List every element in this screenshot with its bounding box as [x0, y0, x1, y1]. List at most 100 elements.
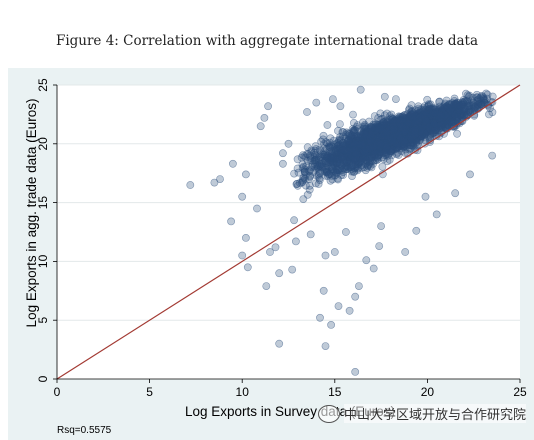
rsq-annotation: Rsq=0.5575: [57, 425, 112, 436]
data-point: [432, 210, 441, 219]
data-point: [360, 148, 369, 156]
data-point: [310, 156, 319, 165]
data-point: [319, 131, 328, 140]
data-point: [424, 100, 433, 108]
data-point: [483, 90, 492, 99]
x-tick-label: 10: [236, 385, 250, 399]
data-point: [288, 265, 297, 274]
data-point: [409, 142, 418, 151]
data-point: [378, 162, 387, 171]
data-point: [327, 320, 335, 329]
data-point: [369, 264, 378, 273]
data-point: [243, 263, 252, 272]
data-points: [186, 85, 497, 376]
data-point: [384, 149, 393, 158]
data-point: [336, 102, 345, 111]
data-point: [357, 163, 366, 172]
data-point: [352, 150, 361, 158]
data-point: [356, 85, 365, 94]
data-point: [444, 104, 453, 113]
data-point: [335, 120, 344, 128]
x-ticks: 0 5 10 15 20 25: [54, 379, 527, 399]
data-point: [329, 136, 338, 145]
data-point: [345, 306, 354, 315]
data-point: [305, 181, 314, 190]
data-point: [303, 143, 312, 152]
data-point: [299, 195, 308, 203]
data-point: [343, 165, 352, 173]
data-point: [300, 167, 309, 176]
data-point: [411, 118, 420, 126]
data-point: [367, 124, 376, 133]
data-point: [401, 248, 410, 256]
data-point: [241, 233, 250, 242]
data-point: [366, 137, 375, 146]
data-point: [307, 163, 316, 171]
x-tick-label: 0: [54, 385, 61, 399]
x-tick-label: 5: [146, 385, 153, 399]
data-point: [260, 114, 269, 122]
data-point: [316, 313, 324, 322]
figure-caption: Figure 4: Correlation with aggregate int…: [55, 33, 479, 49]
data-point: [397, 123, 406, 132]
data-point: [228, 159, 237, 168]
watermark: 中山大学区域开放与合作研究院: [318, 404, 527, 423]
data-point: [351, 367, 360, 376]
data-point: [411, 130, 419, 138]
watermark-text: 中山大学区域开放与合作研究院: [344, 404, 527, 423]
data-point: [321, 157, 330, 165]
data-point: [324, 170, 333, 179]
grid: [57, 84, 520, 321]
data-point: [377, 222, 385, 230]
data-point: [330, 248, 339, 256]
data-point: [431, 103, 440, 112]
data-point: [316, 163, 325, 171]
data-point: [336, 159, 345, 168]
data-point: [488, 151, 497, 160]
y-tick-label: 25: [36, 78, 50, 92]
data-point: [256, 122, 265, 131]
data-point: [396, 112, 404, 121]
data-point: [391, 95, 400, 103]
data-point: [447, 118, 456, 127]
data-point: [291, 237, 300, 246]
data-point: [262, 282, 271, 290]
data-point: [238, 192, 247, 201]
data-point: [306, 230, 315, 239]
data-point: [303, 108, 311, 116]
wechat-logo-icon: [318, 404, 340, 423]
data-point: [351, 292, 360, 301]
data-point: [341, 228, 350, 236]
data-point: [466, 170, 474, 179]
data-point: [451, 189, 460, 198]
data-point: [292, 180, 301, 189]
data-point: [373, 153, 382, 162]
data-point: [396, 134, 405, 143]
data-point: [216, 175, 224, 183]
data-point: [360, 122, 369, 131]
data-point: [452, 113, 461, 121]
data-point: [238, 251, 247, 260]
data-point: [436, 111, 445, 119]
data-point: [328, 95, 337, 103]
data-point: [323, 121, 332, 129]
data-point: [453, 98, 462, 107]
data-point: [319, 286, 328, 295]
data-point: [375, 242, 384, 250]
y-tick-label: 0: [36, 375, 50, 382]
data-point: [186, 181, 195, 189]
data-point: [312, 98, 321, 107]
data-point: [332, 168, 341, 177]
data-point: [264, 102, 272, 111]
data-point: [321, 342, 330, 350]
data-point: [290, 216, 298, 225]
data-point: [380, 111, 389, 120]
data-point: [334, 302, 343, 310]
data-point: [376, 139, 385, 148]
data-point: [301, 181, 310, 190]
x-tick-label: 20: [421, 385, 435, 399]
y-axis-label: Log Exports in agg. trade data (Euros): [24, 99, 39, 328]
data-point: [488, 108, 497, 117]
data-point: [266, 248, 274, 256]
data-point: [342, 130, 350, 139]
